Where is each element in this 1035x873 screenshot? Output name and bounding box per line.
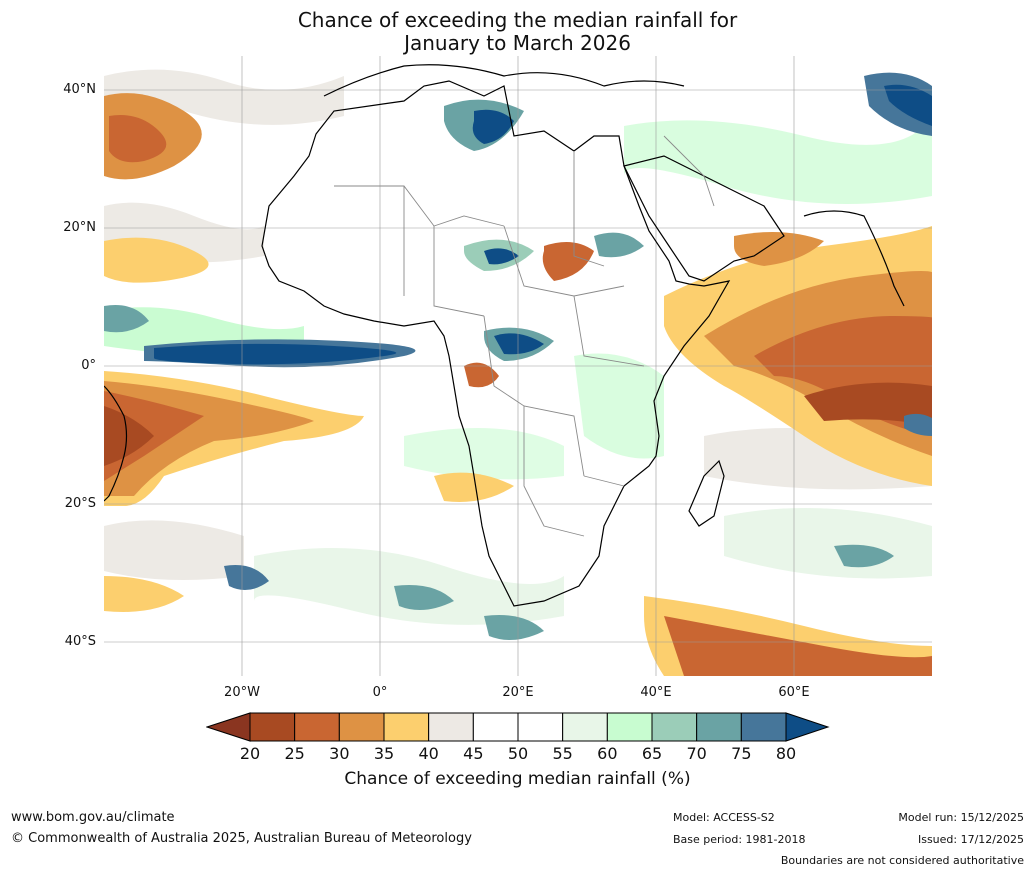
- lon-label-60e: 60°E: [778, 685, 810, 700]
- field-patches-wet: [104, 72, 932, 640]
- colorbar-label: Chance of exceeding median rainfall (%): [344, 769, 691, 789]
- india-coastline: [803, 210, 905, 307]
- colorbar-bin: [338, 712, 385, 742]
- arabia-coastline: [623, 155, 785, 282]
- colorbar-tick-label: 25: [284, 744, 305, 763]
- colorbar-bin: [383, 712, 430, 742]
- lon-label-40e: 40°E: [640, 685, 672, 700]
- lat-label-equator: 0°: [81, 358, 96, 373]
- colorbar-bin: [517, 712, 564, 742]
- lon-label-20e: 20°E: [502, 685, 534, 700]
- colorbar-tick-label: 75: [731, 744, 752, 763]
- colorbar-tick-label: 40: [418, 744, 439, 763]
- colorbar-tick-label: 55: [552, 744, 573, 763]
- boundaries-disclaimer: Boundaries are not considered authoritat…: [780, 854, 1024, 867]
- colorbar-bin: [606, 712, 653, 742]
- map-gridlines: [104, 56, 932, 676]
- lat-label-20n: 20°N: [63, 220, 96, 235]
- country-borders: [334, 135, 715, 537]
- colorbar-bins: [249, 712, 787, 742]
- colorbar: [206, 712, 830, 742]
- field-patches-dry: [104, 93, 932, 676]
- website-link[interactable]: www.bom.gov.au/climate: [11, 810, 175, 825]
- colorbar-tick-label: 30: [329, 744, 350, 763]
- title-line-2: January to March 2026: [404, 31, 631, 55]
- colorbar-bin: [428, 712, 474, 742]
- madagascar-coastline: [688, 459, 725, 527]
- title-line-1: Chance of exceeding the median rainfall …: [297, 8, 738, 32]
- colorbar-under-arrow: [206, 712, 251, 742]
- colorbar-bin: [651, 712, 698, 742]
- lat-label-20s: 20°S: [64, 496, 96, 511]
- lat-label-40s: 40°S: [64, 634, 96, 649]
- colorbar-tick-label: 60: [597, 744, 618, 763]
- colorbar-bin: [249, 712, 296, 742]
- colorbar-tick-label: 35: [373, 744, 395, 763]
- copyright-notice: © Commonwealth of Australia 2025, Austra…: [11, 831, 472, 846]
- lon-label-0: 0°: [372, 685, 388, 700]
- colorbar-bin: [294, 712, 340, 742]
- rainfall-probability-map: [104, 56, 932, 676]
- base-period: Base period: 1981-2018: [673, 833, 806, 846]
- colorbar-bin: [740, 712, 787, 742]
- issued-date: Issued: 17/12/2025: [917, 833, 1024, 846]
- colorbar-tick-label: 50: [507, 744, 529, 763]
- colorbar-tick-label: 45: [463, 744, 484, 763]
- colorbar-tick-label: 20: [239, 744, 261, 763]
- colorbar-over-arrow: [785, 712, 830, 742]
- lon-label-20w: 20°W: [224, 685, 260, 700]
- lat-label-40n: 40°N: [63, 82, 96, 97]
- colorbar-bin: [696, 712, 742, 742]
- colorbar-bin: [562, 712, 608, 742]
- colorbar-tick-label: 80: [775, 744, 797, 763]
- map-title: Chance of exceeding the median rainfall …: [0, 9, 1035, 55]
- map-canvas: [104, 56, 932, 676]
- model-name: Model: ACCESS-S2: [673, 811, 775, 824]
- europe-coastline: [323, 64, 685, 97]
- colorbar-bin: [472, 712, 519, 742]
- colorbar-tick-label: 65: [641, 744, 663, 763]
- south-america-coastline: [104, 385, 128, 502]
- model-run-date: Model run: 15/12/2025: [898, 811, 1024, 824]
- colorbar-tick-label: 70: [686, 744, 707, 763]
